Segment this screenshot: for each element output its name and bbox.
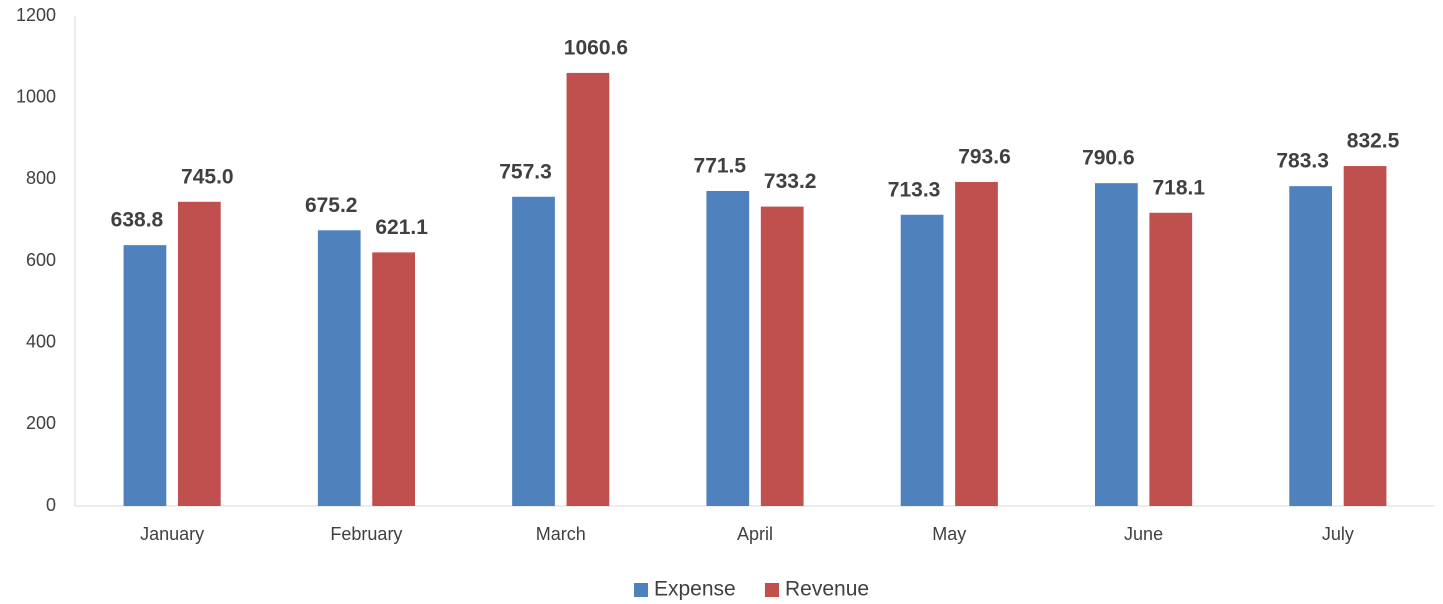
value-label: 718.1 — [1152, 176, 1205, 199]
bar — [317, 230, 361, 506]
y-tick-label: 0 — [46, 495, 56, 515]
bar — [566, 72, 610, 507]
value-label: 713.3 — [888, 178, 941, 201]
value-label: 675.2 — [305, 194, 358, 217]
bar — [1343, 166, 1387, 506]
x-tick-label: June — [1124, 524, 1163, 544]
bar — [760, 206, 804, 507]
bar — [900, 214, 944, 506]
value-label: 621.1 — [375, 216, 428, 239]
bar — [372, 252, 415, 506]
x-tick-label: July — [1322, 524, 1354, 544]
legend-swatch — [634, 583, 648, 597]
bar — [1149, 212, 1193, 507]
legend-label: Revenue — [785, 578, 869, 601]
x-tick-label: March — [536, 524, 586, 544]
x-tick-label: April — [737, 524, 773, 544]
bar — [512, 196, 555, 506]
value-label: 771.5 — [694, 155, 747, 178]
y-tick-label: 1000 — [16, 86, 56, 106]
value-label: 790.6 — [1082, 147, 1135, 170]
bar — [706, 190, 750, 507]
y-tick-label: 1200 — [16, 5, 56, 25]
x-tick-label: May — [932, 524, 966, 544]
legend-swatch — [765, 583, 779, 597]
y-tick-label: 600 — [26, 250, 56, 270]
value-label: 793.6 — [958, 145, 1011, 168]
bar — [123, 245, 167, 506]
bar — [955, 181, 998, 507]
y-tick-label: 800 — [26, 168, 56, 188]
value-label: 832.5 — [1347, 130, 1400, 153]
bar — [177, 201, 221, 506]
bar — [1095, 183, 1138, 506]
value-label: 733.2 — [764, 170, 817, 193]
y-tick-label: 400 — [26, 331, 56, 351]
value-label: 757.3 — [499, 160, 552, 183]
x-tick-label: January — [140, 524, 204, 544]
value-label: 1060.6 — [564, 36, 628, 59]
legend-label: Expense — [654, 578, 736, 601]
value-label: 745.0 — [181, 165, 234, 188]
bar — [1289, 186, 1333, 506]
value-label: 638.8 — [111, 209, 164, 232]
x-tick-label: February — [330, 524, 402, 544]
value-label: 783.3 — [1276, 150, 1329, 173]
y-tick-label: 200 — [26, 413, 56, 433]
